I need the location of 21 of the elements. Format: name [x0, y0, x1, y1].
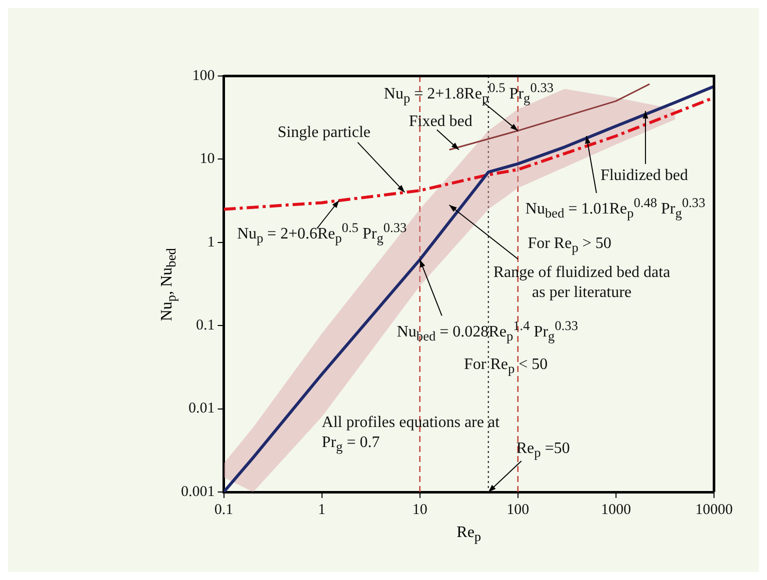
y-tick-label: 100 [192, 68, 215, 84]
x-tick-label: 1000 [600, 502, 631, 518]
x-tick-label: 0.1 [214, 502, 234, 518]
x-tick-label: 10000 [695, 502, 733, 518]
annotation: For Re$_{p}$ > 50 [528, 234, 612, 257]
x-tick-label: 100 [506, 502, 530, 518]
annotation: Fixed bed [408, 112, 472, 132]
y-tick-label: 0.1 [196, 318, 215, 334]
annotation: Fluidized bed [600, 166, 688, 186]
y-tick-label: 0.01 [188, 400, 215, 417]
annotation: All profiles equations are at Pr$_{g}$ = 0.7 [322, 412, 500, 456]
y-tick-label: 10 [200, 151, 215, 168]
x-tick-label: 10 [412, 502, 428, 518]
y-tick-label: 0.001 [181, 484, 215, 500]
x-axis-title: Re$_{p}$ [456, 524, 482, 546]
annotation: Range of fluidized bed data as per literature [493, 263, 670, 304]
annotation: Re$_{p}$ =50 [516, 439, 570, 462]
x-tick-label: 1 [318, 502, 326, 518]
annotation: For Re$_{p}$ < 50 [464, 354, 548, 378]
annotation: Single particle [278, 123, 371, 144]
y-tick-label: 1 [207, 234, 215, 250]
